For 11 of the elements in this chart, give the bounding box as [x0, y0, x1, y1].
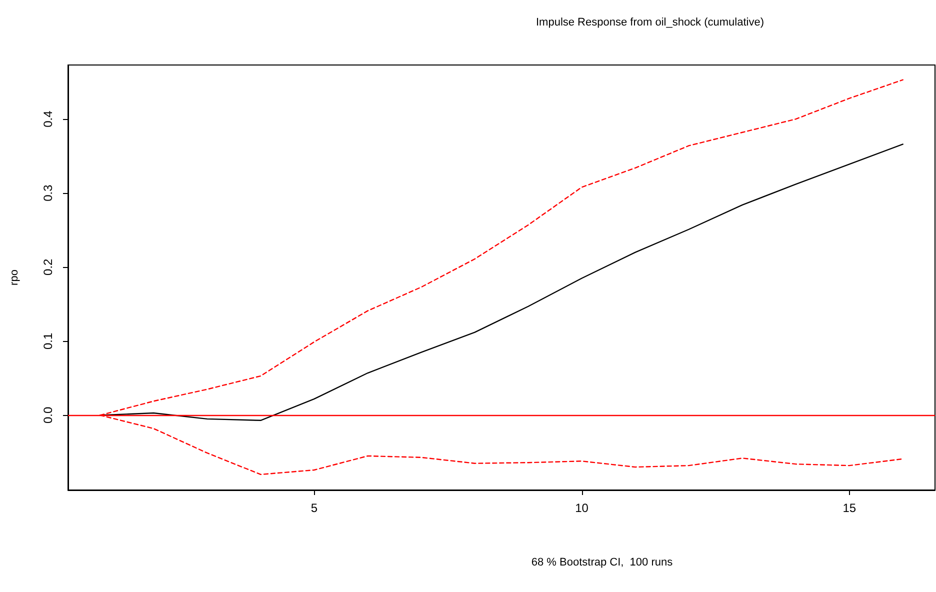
y-tick-label: 0.2	[41, 258, 55, 276]
x-axis-title: 68 % Bootstrap CI, 100 runs	[531, 556, 674, 568]
y-axis-title: rpo	[8, 270, 20, 286]
y-tick-label: 0.1	[41, 332, 55, 350]
x-tick-label: 15	[842, 501, 856, 515]
y-tick-label: 0.0	[41, 406, 55, 424]
y-tick-label: 0.4	[41, 110, 55, 128]
y-tick-label: 0.3	[41, 184, 55, 202]
x-tick-label: 10	[575, 501, 589, 515]
x-tick-label: 5	[310, 501, 318, 515]
chart-title: Impulse Response from oil_shock (cumulative)	[536, 16, 764, 28]
